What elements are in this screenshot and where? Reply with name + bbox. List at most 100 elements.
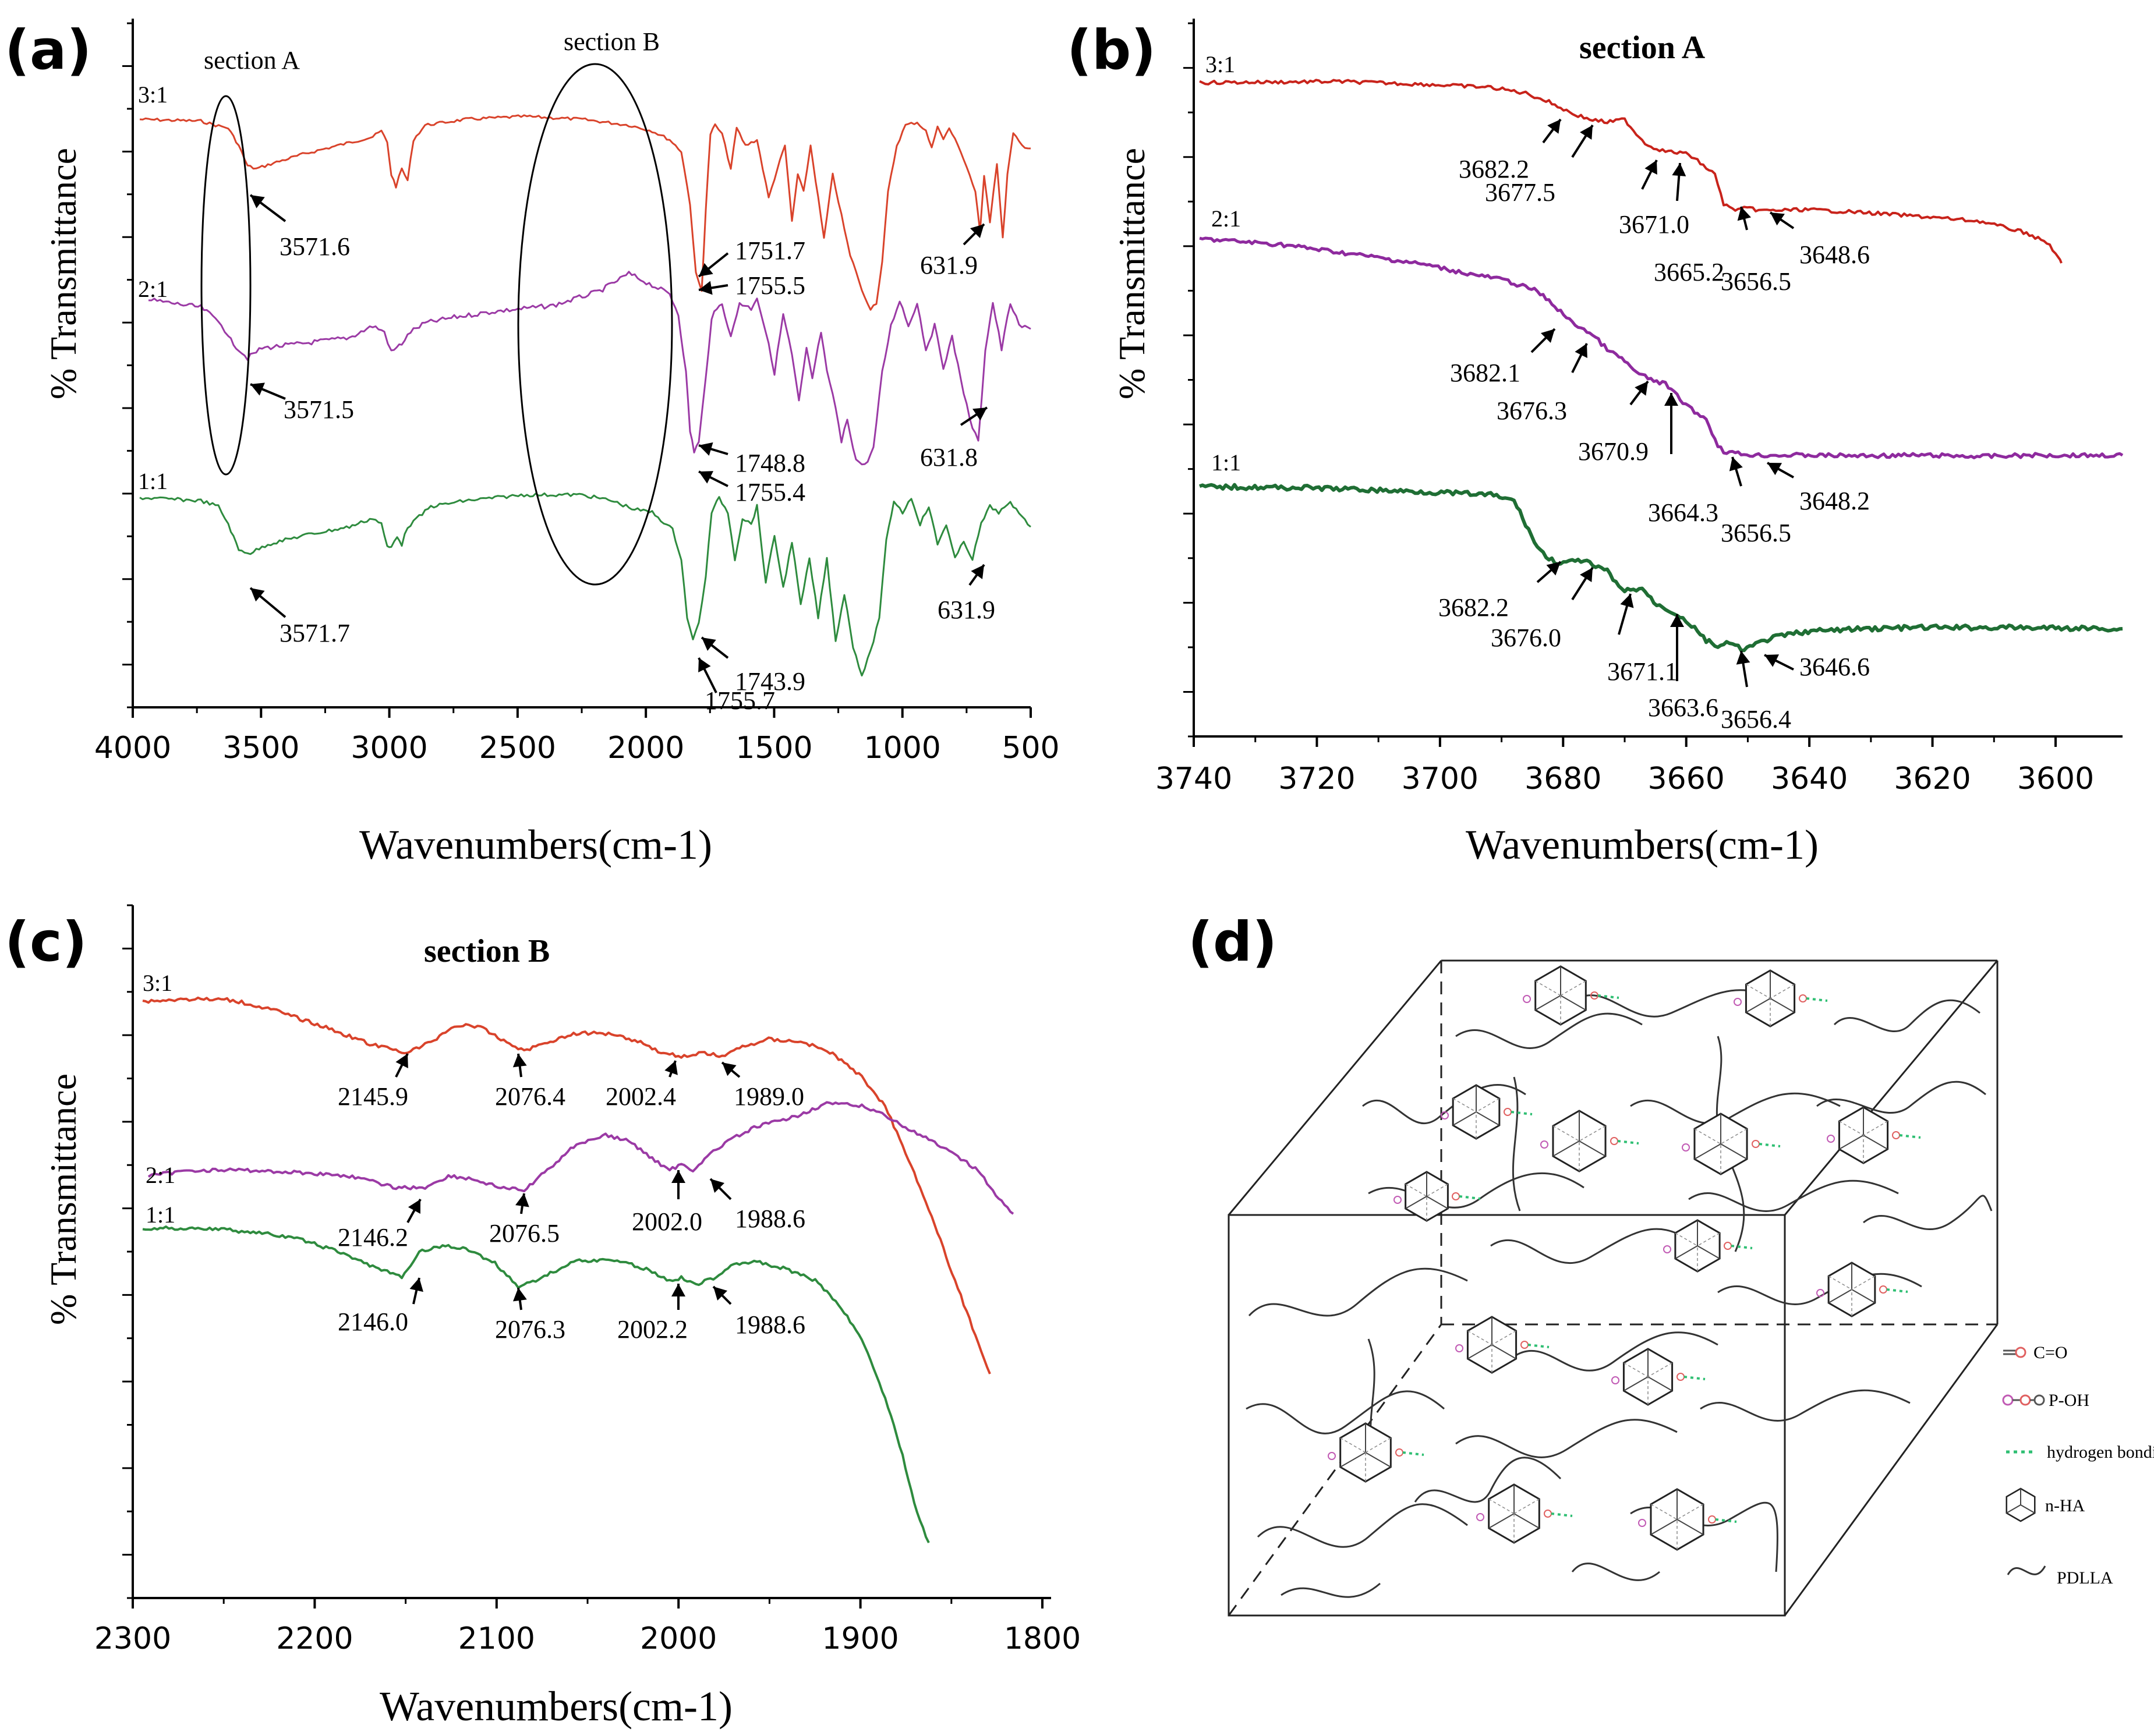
peak-annotation: 3676.0 — [1491, 566, 1594, 652]
n-ha-crystal — [1611, 1348, 1706, 1406]
legend-pdlla-label: PDLLA — [2057, 1568, 2113, 1588]
x-tick-label: 3660 — [1648, 761, 1725, 796]
peak-annotation: 3656.5 — [1721, 206, 1791, 296]
peak-annotation: 1988.6 — [709, 1178, 805, 1233]
panel-a-line-2-1 — [148, 271, 1031, 466]
peak-label: 1743.9 — [735, 667, 805, 696]
peak-annotation: 631.9 — [938, 564, 995, 624]
n-ha-crystal — [1441, 1084, 1533, 1140]
peak-label: 2002.2 — [617, 1315, 688, 1344]
x-tick-label: 3500 — [222, 731, 299, 766]
x-tick-label: 500 — [1002, 731, 1059, 766]
peak-annotation: 3682.2 — [1459, 118, 1562, 183]
peak-annotation: 3676.3 — [1497, 343, 1588, 425]
peak-annotation: 3671.0 — [1619, 160, 1689, 239]
peak-annotation: 1755.4 — [698, 470, 805, 506]
annotation-arrowhead — [671, 1170, 685, 1183]
peak-label: 2002.0 — [632, 1207, 702, 1236]
pdlla-chain — [1455, 1012, 1643, 1049]
panel-b-line-1-1 — [1198, 483, 2123, 653]
legend-p-oh: P-OH — [2002, 1391, 2089, 1410]
pdlla-chain — [1455, 1419, 1678, 1458]
annotation-arrowhead — [713, 1287, 728, 1301]
annotation-arrowhead — [671, 1284, 685, 1296]
peak-label: 3664.3 — [1648, 498, 1718, 527]
annotation-arrowhead — [699, 263, 713, 277]
panel-a-axes — [132, 19, 1031, 708]
annotation-arrowhead — [250, 382, 265, 396]
annotation-arrowhead — [1547, 119, 1561, 134]
n-ha-crystal — [1734, 969, 1828, 1028]
x-tick-label: 3640 — [1771, 761, 1848, 796]
panel-c-line-3-1 — [142, 996, 991, 1374]
peak-annotation: 1751.7 — [698, 236, 805, 278]
peak-annotation: 3682.2 — [1438, 561, 1562, 622]
pdlla-chain — [1700, 1389, 1911, 1422]
peak-label: 3648.2 — [1799, 487, 1870, 515]
panel-b-line-3-1 — [1199, 79, 2063, 264]
annotation-arrowhead — [1664, 393, 1678, 406]
peak-label: 3671.1 — [1607, 657, 1678, 686]
annotation-arrowhead — [699, 281, 713, 295]
peak-annotation: 3682.1 — [1450, 328, 1556, 387]
pdlla-chain — [1513, 1331, 1718, 1372]
annotation-arrowhead — [408, 1199, 420, 1214]
annotation-arrowhead — [1672, 163, 1686, 176]
panel-d-tag: (d) — [1188, 910, 1277, 974]
peak-label: 1989.0 — [734, 1082, 804, 1111]
peak-annotation: 3646.6 — [1764, 653, 1870, 681]
peak-annotation: 3670.9 — [1578, 380, 1649, 466]
pdlla-chain — [1833, 999, 1980, 1033]
n-ha-crystal — [1476, 1483, 1573, 1544]
n-ha-crystal — [1540, 1110, 1639, 1172]
n-ha-crystal — [1393, 1171, 1481, 1222]
pdlla-chain — [1717, 1273, 1922, 1305]
peak-annotation: 631.9 — [920, 223, 985, 279]
panel-c-ylabel: % Transmittance — [43, 1074, 84, 1325]
n-ha-crystals — [1328, 965, 1921, 1551]
panel-b-tag: (b) — [1067, 19, 1156, 82]
peak-annotation: 3656.5 — [1721, 456, 1791, 547]
panel-b-line-2-1 — [1199, 236, 2124, 459]
panel-b-axes — [1193, 19, 2123, 738]
peak-annotation: 631.8 — [920, 406, 988, 472]
x-tick-label: 3740 — [1155, 761, 1232, 796]
annotation-arrowhead — [1580, 568, 1593, 583]
legend-pdlla: PDLLA — [2007, 1565, 2113, 1588]
annotation-arrowhead — [1670, 614, 1684, 627]
peak-annotation: 3648.6 — [1769, 211, 1870, 269]
panel-a-series-label-3-1: 3:1 — [138, 82, 168, 108]
annotation-arrowhead — [512, 1054, 527, 1068]
annotation-arrowhead — [702, 637, 716, 651]
pdlla-chain — [1863, 1195, 1993, 1230]
legend-hydrogen-bonding: hydrogen bonding — [2006, 1443, 2154, 1462]
panel-b-xlabel: Wavenumbers(cm-1) — [1466, 821, 1819, 868]
peak-annotation: 2002.0 — [632, 1170, 702, 1236]
annotation-arrowhead — [698, 658, 711, 673]
x-tick-label: 3600 — [2017, 761, 2094, 796]
peak-annotation: 1989.0 — [721, 1061, 804, 1111]
n-ha-crystal — [1523, 965, 1619, 1026]
section-b-ellipse — [517, 63, 673, 586]
peak-annotation: 1743.9 — [701, 636, 805, 696]
peak-annotation: 3571.5 — [250, 382, 354, 424]
peak-annotation: 2145.9 — [338, 1053, 409, 1111]
pdlla-chain — [1512, 1076, 1521, 1211]
panel-a-series-label-2-1: 2:1 — [138, 276, 168, 302]
peak-label: 3646.6 — [1799, 653, 1870, 681]
panel-a-line-3-1 — [139, 114, 1031, 311]
panel-b-ylabel: % Transmittance — [1111, 148, 1152, 399]
peak-annotation: 2146.0 — [338, 1277, 423, 1336]
n-ha-crystal — [1455, 1316, 1550, 1374]
panel-b-series-label-1-1: 1:1 — [1211, 449, 1241, 476]
x-tick-label: 3720 — [1278, 761, 1355, 796]
peak-label: 3671.0 — [1619, 210, 1689, 239]
peak-annotation: 3663.6 — [1648, 614, 1718, 722]
peak-label: 3656.5 — [1721, 267, 1791, 296]
panel-b: (b) 3740 3720 3700 3680 3660 3640 3620 3600 368… — [1067, 19, 2124, 868]
peak-label: 3682.2 — [1438, 593, 1509, 622]
pdlla-chain — [1816, 1080, 1986, 1114]
panel-d-legend: C=O P-OH hydrogen bonding n-HA PDLLA — [2002, 1343, 2154, 1588]
peak-label: 3670.9 — [1578, 437, 1649, 466]
